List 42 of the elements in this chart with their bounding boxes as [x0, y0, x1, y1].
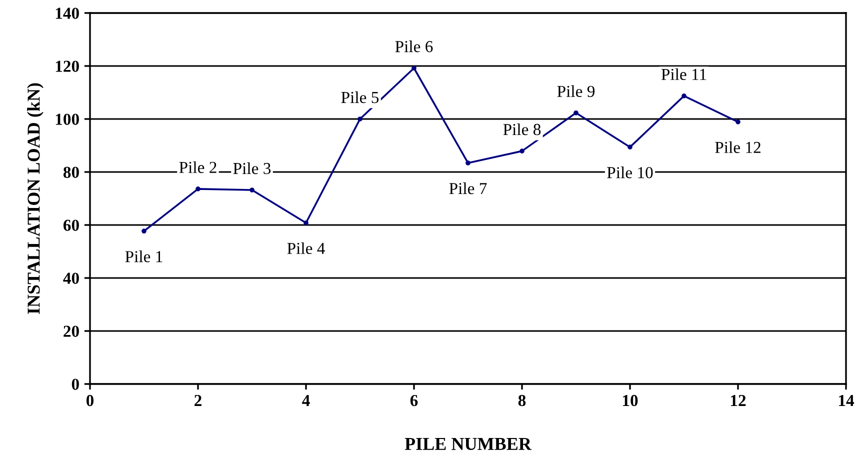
y-tick-label: 80 [63, 166, 79, 178]
y-axis-title: INSTALLATION LOAD (kN) [27, 83, 44, 314]
annotation: Pile 10 [607, 166, 653, 178]
annotation: Pile 1 [125, 250, 162, 262]
y-tick-label: 100 [56, 114, 79, 125]
y-tick-label: 20 [64, 326, 79, 337]
point [142, 228, 146, 234]
annotation: Pile 7 [449, 182, 487, 194]
point [358, 116, 362, 122]
x-tick-label: 4 [302, 395, 310, 406]
point [304, 220, 308, 226]
annotation: Pile 8 [503, 123, 541, 136]
annotation: Pile 12 [715, 141, 760, 154]
annotation: Pile 3 [233, 162, 271, 174]
annotation: Pile 4 [287, 242, 325, 254]
point [574, 110, 578, 116]
annotation: Pile 6 [395, 40, 433, 52]
annotation: Pile 5 [341, 91, 379, 104]
y-tick-label: 0 [72, 378, 79, 390]
point [196, 186, 200, 192]
point [466, 160, 470, 166]
point [250, 188, 254, 192]
annotation: Pile 11 [661, 68, 706, 80]
point [682, 94, 686, 98]
annotation: Pile 9 [557, 85, 595, 98]
point [628, 144, 632, 150]
y-tick-label: 140 [56, 8, 79, 19]
x-tick-label: 14 [839, 394, 854, 406]
annotation: Pile 2 [179, 161, 216, 174]
point [520, 148, 524, 154]
y-tick-label: 40 [63, 272, 79, 284]
x-tick-label: 6 [410, 394, 418, 406]
y-tick-label: 60 [63, 220, 79, 231]
x-axis-title: PILE NUMBER [404, 438, 532, 450]
y-tick-label: 120 [56, 60, 79, 72]
x-tick-label: 2 [194, 394, 202, 406]
x-tick-label: 0 [86, 394, 94, 406]
point [736, 119, 740, 124]
x-tick-label: 10 [623, 394, 638, 406]
x-tick-label: 8 [518, 394, 526, 406]
point [412, 66, 416, 71]
x-tick-label: 12 [731, 394, 746, 406]
